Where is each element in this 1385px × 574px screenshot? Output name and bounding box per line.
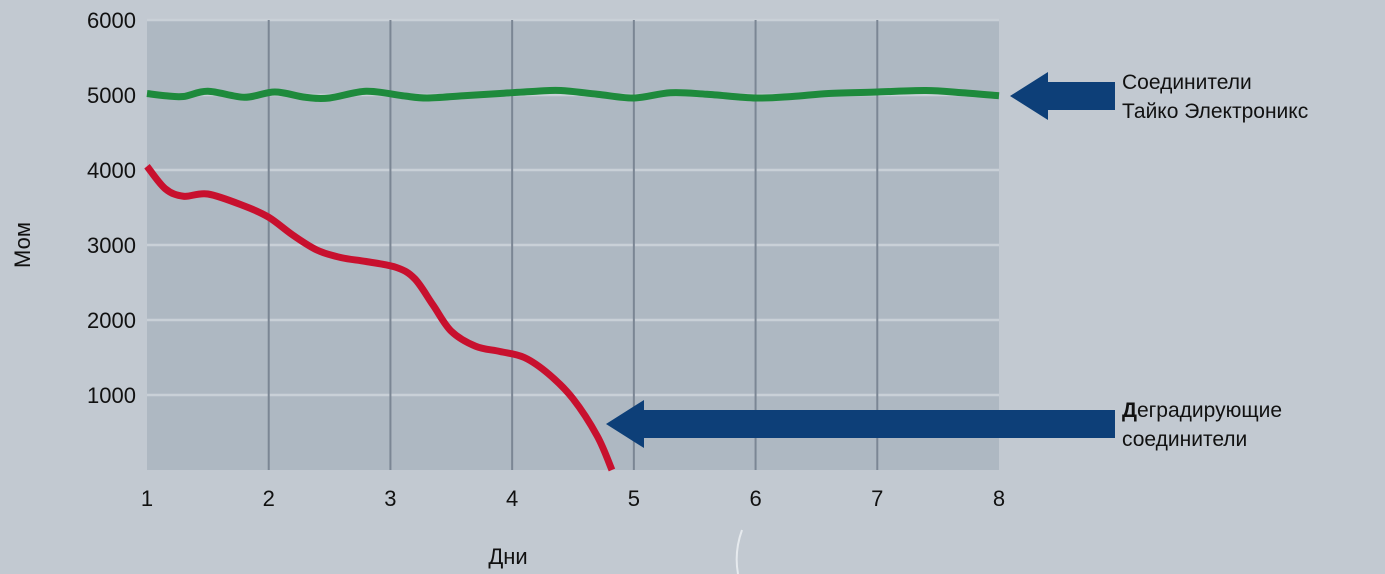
- y-tick-label: 5000: [87, 83, 136, 108]
- x-tick-label: 4: [506, 486, 518, 511]
- series-line-tyco: [146, 86, 1000, 102]
- annotation-degrading-connectors: Деградирующие соединители: [1122, 396, 1282, 454]
- y-tick-label: 1000: [87, 383, 136, 408]
- annotation-initial-letter: Д: [1122, 399, 1137, 422]
- decorative-curve: [735, 529, 743, 574]
- horizontal-grid: [147, 18, 999, 397]
- x-tick-labels: 1 2 3 4 5 6 7 8: [141, 486, 1005, 511]
- y-tick-labels: 1000 2000 3000 4000 5000 6000: [87, 8, 136, 408]
- annotation-line-1: Деградирующие: [1122, 396, 1282, 425]
- x-axis-title: Дни: [488, 544, 527, 569]
- series-layer: [144, 86, 1000, 472]
- x-tick-label: 5: [628, 486, 640, 511]
- x-tick-label: 6: [749, 486, 761, 511]
- y-tick-label: 3000: [87, 233, 136, 258]
- x-tick-label: 2: [263, 486, 275, 511]
- arrow-tyco-connectors: [1010, 72, 1115, 120]
- y-axis-title: Мом: [10, 222, 35, 268]
- x-tick-label: 7: [871, 486, 883, 511]
- annotation-line-1-rest: еградирующие: [1136, 399, 1283, 422]
- x-tick-label: 3: [384, 486, 396, 511]
- arrow-degrading-connectors: [606, 400, 1115, 448]
- x-tick-label: 1: [141, 486, 153, 511]
- annotation-tyco-connectors: Соединители Тайко Электроникс: [1122, 68, 1308, 126]
- annotation-line-2: Тайко Электроникс: [1122, 100, 1309, 123]
- y-tick-label: 2000: [87, 308, 136, 333]
- x-tick-label: 8: [993, 486, 1005, 511]
- annotation-line-1: Соединители: [1122, 71, 1252, 94]
- series-line-degrading: [144, 164, 616, 472]
- annotation-line-2: соединители: [1122, 428, 1248, 451]
- y-tick-label: 4000: [87, 158, 136, 183]
- y-tick-label: 6000: [87, 8, 136, 33]
